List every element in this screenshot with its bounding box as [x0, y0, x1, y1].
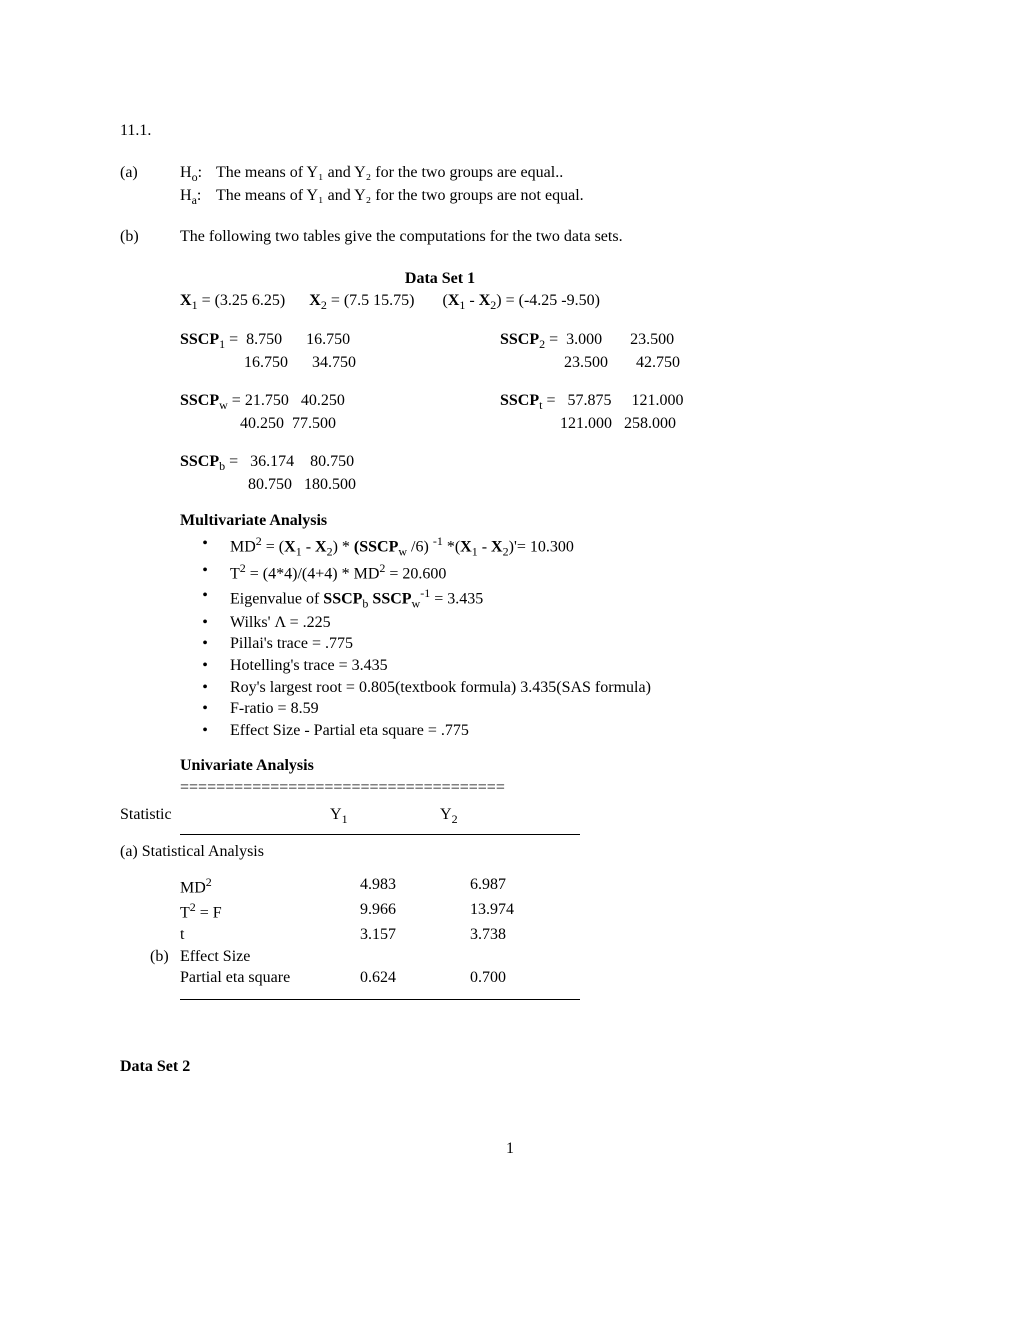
- sscp1-r2: 16.750 34.750: [180, 352, 500, 374]
- uv-section-a: (a) Statistical Analysis: [120, 841, 580, 863]
- uv-sep-top: ====================================: [180, 777, 580, 799]
- dataset1-title: Data Set 1: [180, 268, 700, 290]
- sscpw-r2: 40.250 77.500: [180, 413, 500, 435]
- mv-item-6: Roy's largest root = 0.805(textbook form…: [230, 677, 651, 699]
- mv-list: •MD2 = (X1 - X2) * (SSCPw /6) -1 *(X1 - …: [180, 533, 900, 741]
- uv-title: Univariate Analysis: [180, 755, 900, 777]
- sscp-b-row: SSCPb = 36.174 80.750 80.750 180.500: [180, 451, 900, 496]
- mv-item-5: Hotelling's trace = 3.435: [230, 655, 388, 677]
- mv-item-8: Effect Size - Partial eta square = .775: [230, 720, 469, 742]
- uv-hdr-y1: Y1: [330, 804, 440, 827]
- sscp-w-t-row: SSCPw = 21.750 40.250 40.250 77.500 SSCP…: [180, 390, 900, 435]
- mv-item-0: MD2 = (X1 - X2) * (SSCPw /6) -1 *(X1 - X…: [230, 533, 574, 560]
- mv-item-4: Pillai's trace = .775: [230, 633, 353, 655]
- mv-item-1: T2 = (4*4)/(4+4) * MD2 = 20.600: [230, 560, 446, 585]
- mv-title: Multivariate Analysis: [180, 510, 900, 532]
- sscpt-r2: 121.000 258.000: [500, 413, 684, 435]
- uv-hdr-y2: Y2: [440, 804, 520, 827]
- mv-item-2: Eigenvalue of SSCPb SSCPw-1 = 3.435: [230, 585, 483, 612]
- ha-text: The means of Y₁ and Y₂ for the two group…: [216, 185, 584, 208]
- sscpb-r2: 80.750 180.500: [180, 474, 900, 496]
- ha-label: Ha:: [180, 185, 216, 208]
- ho-label: Ho:: [180, 162, 216, 185]
- part-b-label: (b): [120, 226, 180, 248]
- mv-item-3: Wilks' Λ = .225: [230, 612, 331, 634]
- part-b-text: The following two tables give the comput…: [180, 226, 623, 248]
- part-a-label: (a): [120, 162, 180, 209]
- part-b: (b) The following two tables give the co…: [120, 226, 900, 248]
- dataset1-vectors: X1 = (3.25 6.25) X2 = (7.5 15.75) (X1 - …: [180, 290, 900, 313]
- page-number: 1: [120, 1138, 900, 1160]
- dataset2-title: Data Set 2: [120, 1056, 900, 1078]
- part-a: (a) Ho: The means of Y₁ and Y₂ for the t…: [120, 162, 900, 209]
- uv-table: ==================================== Sta…: [180, 777, 580, 1000]
- sscp2-r2: 23.500 42.750: [500, 352, 680, 374]
- problem-number: 11.1.: [120, 120, 900, 142]
- uv-hdr-stat: Statistic: [120, 804, 330, 827]
- mv-item-7: F-ratio = 8.59: [230, 698, 319, 720]
- sscp-1-2-row: SSCP1 = 8.750 16.750 16.750 34.750 SSCP2…: [180, 329, 900, 374]
- ho-text: The means of Y₁ and Y₂ for the two group…: [216, 162, 563, 185]
